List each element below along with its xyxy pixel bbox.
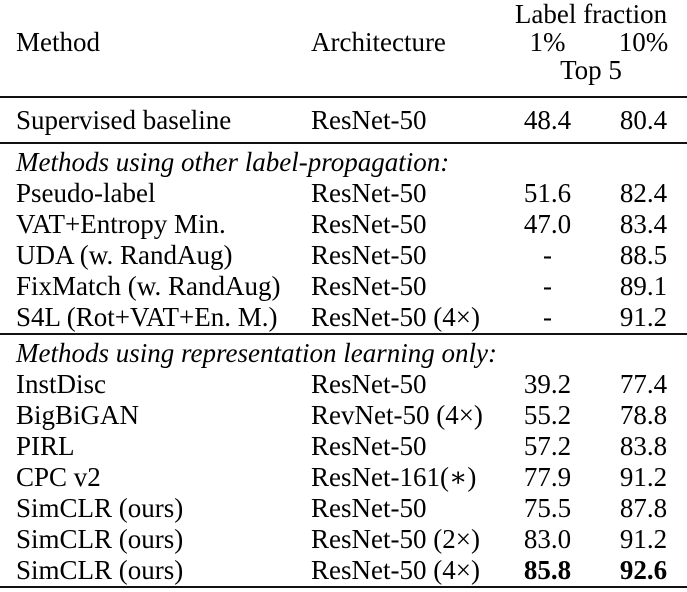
top5-10pct-cell: 80.4 [619, 105, 668, 135]
architecture-cell: ResNet-50 [311, 178, 427, 208]
method-cell: Pseudo-label [16, 178, 156, 208]
top5-1pct-cell: 51.6 [523, 178, 572, 208]
top5-1pct-cell: 39.2 [523, 369, 572, 399]
architecture-cell: ResNet-50 (4×) [311, 302, 480, 332]
method-cell: SimCLR (ours) [16, 493, 184, 523]
section-label: Methods using representation learning on… [16, 338, 497, 368]
top5-subheader: Top 5 [560, 55, 622, 85]
method-cell: PIRL [16, 431, 75, 461]
top5-10pct-cell: 83.4 [619, 209, 668, 239]
table-row: CPC v2 ResNet-161(∗) 77.9 91.2 [0, 462, 687, 493]
horizontal-rule [0, 333, 687, 335]
label-fraction-header: Label fraction [514, 0, 668, 29]
top5-1pct-cell: - [543, 302, 552, 332]
col-1pct-header: 1% [529, 27, 566, 57]
top5-1pct-cell: 47.0 [523, 209, 572, 239]
method-cell: CPC v2 [16, 462, 101, 492]
method-cell: S4L (Rot+VAT+En. M.) [16, 302, 278, 332]
architecture-cell: ResNet-50 [311, 209, 427, 239]
table-row: PIRL ResNet-50 57.2 83.8 [0, 431, 687, 462]
top5-10pct-cell: 91.2 [619, 302, 668, 332]
section-label: Methods using other label-propagation: [16, 147, 450, 177]
architecture-cell: ResNet-50 [311, 240, 427, 270]
architecture-cell: ResNet-161(∗) [311, 462, 477, 492]
top5-1pct-cell: 48.4 [523, 105, 572, 135]
architecture-cell: ResNet-50 [311, 493, 427, 523]
top5-1pct-cell: - [543, 240, 552, 270]
top5-1pct-cell: 77.9 [523, 462, 572, 492]
architecture-cell: ResNet-50 [311, 431, 427, 461]
top5-1pct-cell: 83.0 [523, 524, 572, 554]
method-cell: UDA (w. RandAug) [16, 240, 233, 270]
top5-10pct-cell: 89.1 [619, 271, 668, 301]
top5-1pct-cell: 57.2 [523, 431, 572, 461]
col-10pct-header: 10% [618, 27, 669, 57]
table-row: SimCLR (ours) ResNet-50 (4×) 85.8 92.6 [0, 555, 687, 586]
top5-10pct-cell: 91.2 [619, 462, 668, 492]
top5-10pct-cell: 92.6 [619, 555, 668, 585]
table-row: SimCLR (ours) ResNet-50 75.5 87.8 [0, 493, 687, 524]
top5-10pct-cell: 82.4 [619, 178, 668, 208]
method-cell: InstDisc [16, 369, 106, 399]
top5-1pct-cell: 85.8 [523, 555, 572, 585]
top5-10pct-cell: 77.4 [619, 369, 668, 399]
method-cell: FixMatch (w. RandAug) [16, 271, 281, 301]
top5-10pct-cell: 83.8 [619, 431, 668, 461]
horizontal-rule [0, 142, 687, 144]
method-column-header: Method [16, 27, 100, 57]
architecture-cell: ResNet-50 [311, 105, 427, 135]
table-row: InstDisc ResNet-50 39.2 77.4 [0, 369, 687, 400]
top5-10pct-cell: 91.2 [619, 524, 668, 554]
top5-10pct-cell: 88.5 [619, 240, 668, 270]
architecture-cell: ResNet-50 [311, 271, 427, 301]
method-cell: Supervised baseline [16, 105, 232, 135]
table-row: VAT+Entropy Min. ResNet-50 47.0 83.4 [0, 209, 687, 240]
horizontal-rule [0, 96, 687, 98]
top5-10pct-cell: 87.8 [619, 493, 668, 523]
horizontal-rule [0, 586, 687, 588]
top5-1pct-cell: 55.2 [523, 400, 572, 430]
top5-1pct-cell: - [543, 271, 552, 301]
architecture-cell: ResNet-50 (2×) [311, 524, 480, 554]
table-header: Label fraction Method Architecture 1% 10… [0, 0, 687, 96]
section-representation-learning: Methods using representation learning on… [0, 335, 687, 586]
table-row: FixMatch (w. RandAug) ResNet-50 - 89.1 [0, 271, 687, 302]
method-cell: SimCLR (ours) [16, 524, 184, 554]
top5-10pct-cell: 78.8 [619, 400, 668, 430]
table-row: Pseudo-label ResNet-50 51.6 82.4 [0, 178, 687, 209]
table-row: S4L (Rot+VAT+En. M.) ResNet-50 (4×) - 91… [0, 302, 687, 333]
architecture-cell: ResNet-50 (4×) [311, 555, 480, 585]
architecture-cell: RevNet-50 (4×) [311, 400, 483, 430]
table-row: BigBiGAN RevNet-50 (4×) 55.2 78.8 [0, 400, 687, 431]
table-row: SimCLR (ours) ResNet-50 (2×) 83.0 91.2 [0, 524, 687, 555]
table-row: Supervised baseline ResNet-50 48.4 80.4 [0, 98, 687, 142]
method-cell: BigBiGAN [16, 400, 140, 430]
section-label-propagation: Methods using other label-propagation: P… [0, 144, 687, 333]
method-cell: SimCLR (ours) [16, 555, 184, 585]
architecture-column-header: Architecture [311, 27, 446, 57]
method-cell: VAT+Entropy Min. [16, 209, 226, 239]
table-row: UDA (w. RandAug) ResNet-50 - 88.5 [0, 240, 687, 271]
top5-1pct-cell: 75.5 [523, 493, 572, 523]
architecture-cell: ResNet-50 [311, 369, 427, 399]
